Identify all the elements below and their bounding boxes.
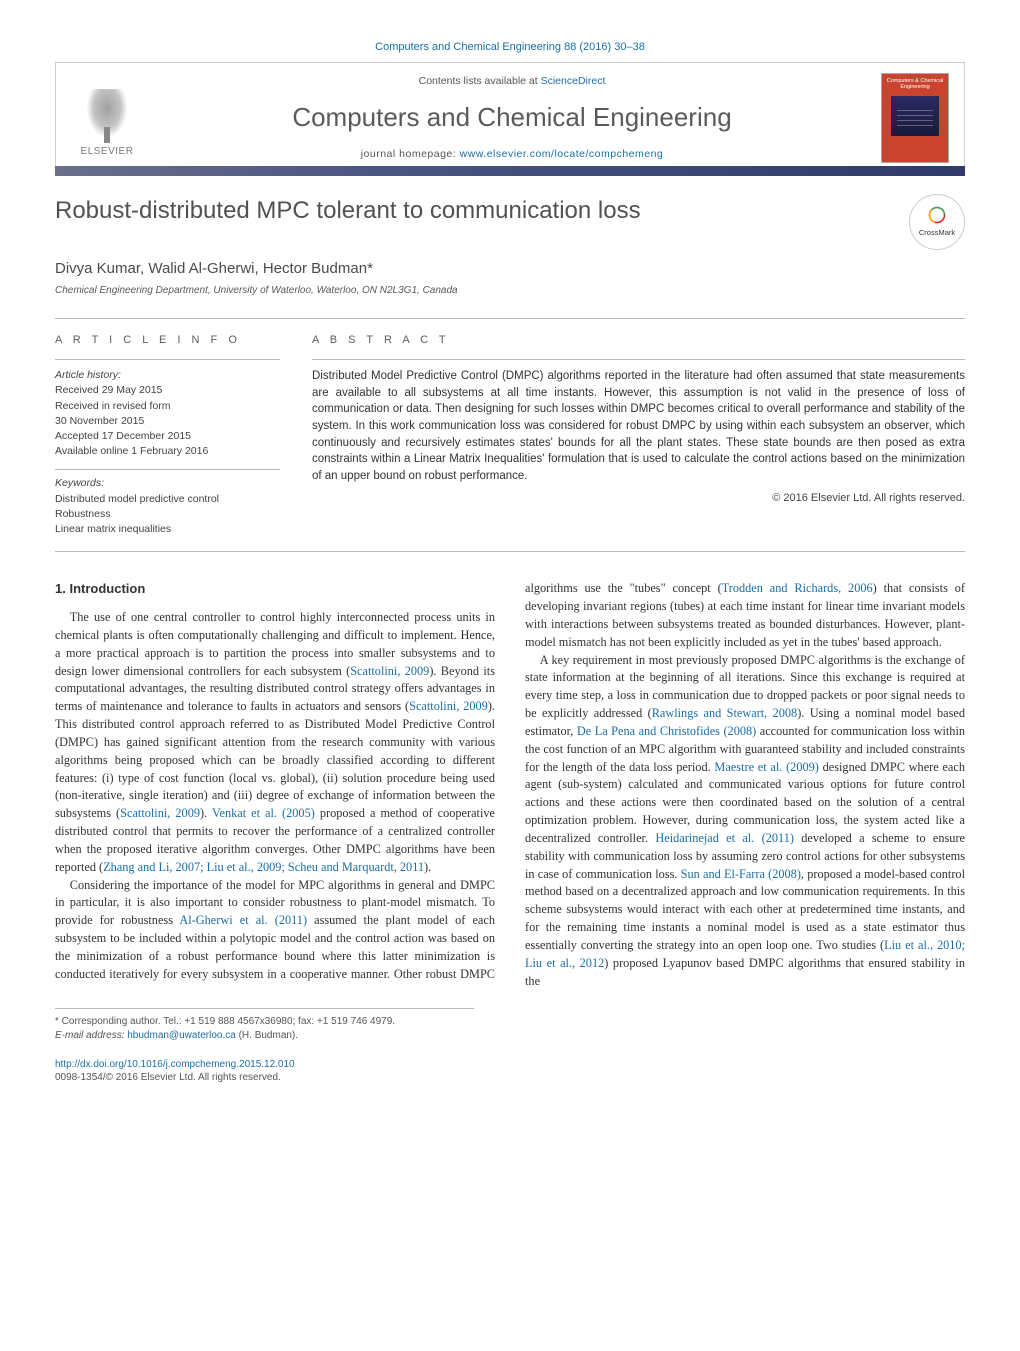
rule-keywords (55, 469, 280, 470)
citation-link[interactable]: Venkat et al. (2005) (212, 806, 315, 820)
corresponding-star: * (367, 260, 373, 277)
abstract-text: Distributed Model Predictive Control (DM… (312, 368, 965, 485)
email-line: E-mail address: hbudman@uwaterloo.ca (H.… (55, 1029, 474, 1043)
article-title: Robust-distributed MPC tolerant to commu… (55, 194, 641, 229)
contents-line: Contents lists available at ScienceDirec… (155, 74, 869, 89)
history-revised1: Received in revised form (55, 399, 280, 414)
email-who: (H. Budman). (236, 1030, 298, 1041)
keyword-item: Linear matrix inequalities (55, 522, 280, 537)
citation-link[interactable]: Al-Gherwi et al. (2011) (179, 913, 307, 927)
citation-link[interactable]: Scattolini, 2009 (350, 664, 429, 678)
email-link[interactable]: hbudman@uwaterloo.ca (127, 1030, 236, 1041)
text-run: ). (424, 860, 431, 874)
crossmark-badge[interactable]: CrossMark (909, 194, 965, 250)
journal-cover-thumb: Computers & Chemical Engineering (881, 73, 949, 163)
elsevier-logo: ELSEVIER (71, 76, 143, 160)
citation-link[interactable]: Scattolini, 2009 (409, 699, 488, 713)
body-paragraph: A key requirement in most previously pro… (525, 652, 965, 991)
authors-list: Divya Kumar, Walid Al-Gherwi, Hector Bud… (55, 260, 367, 277)
journal-title: Computers and Chemical Engineering (155, 99, 869, 137)
history-revised2: 30 November 2015 (55, 414, 280, 429)
history-online: Available online 1 February 2016 (55, 444, 280, 459)
text-run: ). This distributed control approach ref… (55, 699, 495, 820)
crossmark-label: CrossMark (919, 228, 955, 239)
history-label: Article history: (55, 368, 280, 383)
body-paragraph: The use of one central controller to con… (55, 609, 495, 876)
elsevier-text: ELSEVIER (81, 145, 134, 160)
sciencedirect-link[interactable]: ScienceDirect (541, 75, 606, 87)
journal-citation: Computers and Chemical Engineering 88 (2… (55, 40, 965, 56)
crossmark-icon (928, 206, 946, 224)
rule-info (55, 359, 280, 360)
header-center: Contents lists available at ScienceDirec… (155, 74, 869, 162)
corresponding-author-note: * Corresponding author. Tel.: +1 519 888… (55, 1015, 474, 1029)
history-received: Received 29 May 2015 (55, 383, 280, 398)
homepage-line: journal homepage: www.elsevier.com/locat… (155, 147, 869, 162)
issn-copyright: 0098-1354/© 2016 Elsevier Ltd. All right… (55, 1072, 281, 1083)
homepage-link[interactable]: www.elsevier.com/locate/compchemeng (460, 148, 664, 160)
section-1-heading: 1. Introduction (55, 580, 495, 599)
doi-link[interactable]: http://dx.doi.org/10.1016/j.compchemeng.… (55, 1059, 295, 1070)
doi-block: http://dx.doi.org/10.1016/j.compchemeng.… (55, 1058, 965, 1084)
text-run: ). (200, 806, 212, 820)
keyword-item: Robustness (55, 507, 280, 522)
citation-link[interactable]: Sun and El-Farra (2008) (681, 867, 801, 881)
elsevier-tree-icon (83, 89, 131, 143)
copyright-line: © 2016 Elsevier Ltd. All rights reserved… (312, 491, 965, 507)
citation-link[interactable]: Heidarinejad et al. (2011) (655, 831, 794, 845)
citation-link[interactable]: Maestre et al. (2009) (714, 760, 818, 774)
citation-link[interactable]: De La Pena and Christofides (2008) (577, 724, 756, 738)
article-info-label: A R T I C L E I N F O (55, 333, 280, 349)
affiliation: Chemical Engineering Department, Univers… (55, 284, 965, 299)
email-label: E-mail address: (55, 1030, 127, 1041)
body-columns: 1. Introduction The use of one central c… (55, 580, 965, 990)
meta-abstract-row: A R T I C L E I N F O Article history: R… (55, 319, 965, 551)
homepage-prefix: journal homepage: (361, 148, 460, 160)
history-accepted: Accepted 17 December 2015 (55, 429, 280, 444)
citation-link[interactable]: Zhang and Li, 2007; Liu et al., 2009; Sc… (103, 860, 424, 874)
rule-abs-top (312, 359, 965, 360)
rule-mid (55, 551, 965, 552)
citation-link[interactable]: Rawlings and Stewart, 2008 (652, 706, 798, 720)
header-row: ELSEVIER Contents lists available at Sci… (71, 73, 949, 163)
journal-header-box: ELSEVIER Contents lists available at Sci… (55, 62, 965, 176)
authors: Divya Kumar, Walid Al-Gherwi, Hector Bud… (55, 258, 965, 280)
keyword-item: Distributed model predictive control (55, 492, 280, 507)
citation-link[interactable]: Scattolini, 2009 (120, 806, 200, 820)
article-info-column: A R T I C L E I N F O Article history: R… (55, 333, 280, 537)
cover-title: Computers & Chemical Engineering (882, 78, 948, 90)
abstract-label: A B S T R A C T (312, 333, 965, 349)
page-root: Computers and Chemical Engineering 88 (2… (0, 0, 1020, 1114)
footnote-block: * Corresponding author. Tel.: +1 519 888… (55, 1008, 474, 1042)
abstract-column: A B S T R A C T Distributed Model Predic… (312, 333, 965, 537)
keywords-label: Keywords: (55, 476, 280, 491)
contents-prefix: Contents lists available at (419, 75, 541, 87)
cover-graphic-icon (891, 96, 939, 136)
citation-link[interactable]: Trodden and Richards, 2006 (722, 581, 873, 595)
header-colorbar (55, 166, 965, 176)
title-row: Robust-distributed MPC tolerant to commu… (55, 194, 965, 250)
journal-citation-link[interactable]: Computers and Chemical Engineering 88 (2… (375, 41, 645, 53)
